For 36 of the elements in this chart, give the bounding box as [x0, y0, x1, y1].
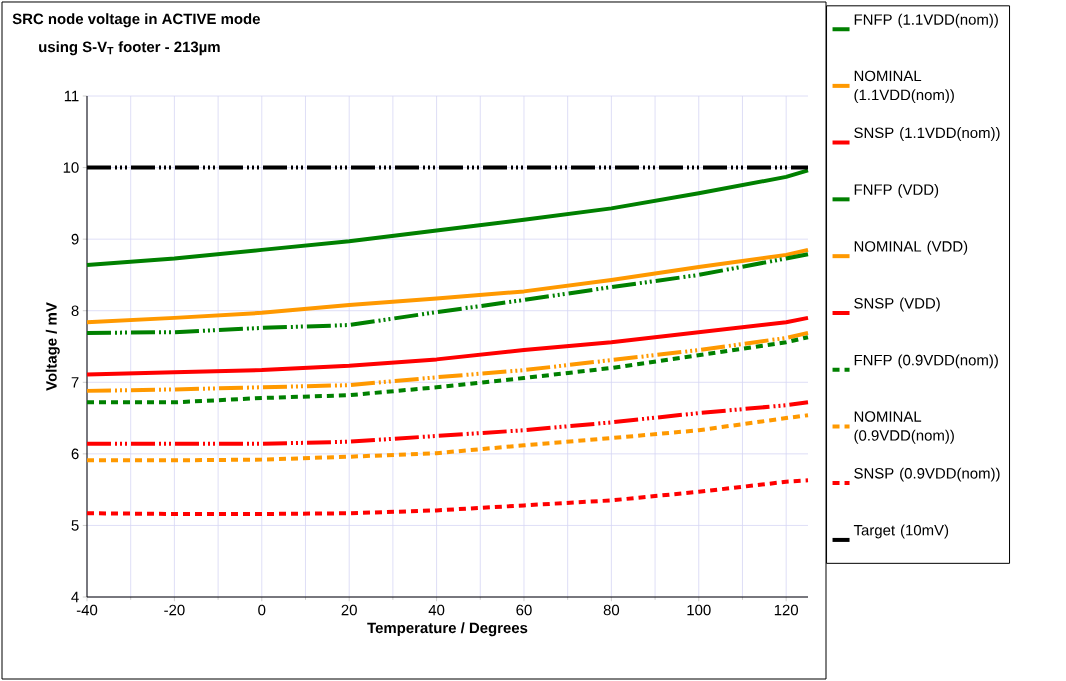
y-axis-title: Voltage / mV — [45, 302, 60, 391]
x-tick-label: 100 — [687, 604, 711, 616]
y-tick-label: 7 — [71, 377, 79, 388]
line-series — [85, 413, 811, 463]
legend-label: NOMINAL (1.1VDD(nom)) — [854, 70, 954, 104]
legend-label: Target (10mV) — [853, 524, 949, 539]
legend-label: FNFP (1.1VDD(nom)) — [854, 13, 998, 28]
legend-label: SNSP (VDD) — [854, 297, 940, 312]
y-tick-label: 9 — [71, 233, 79, 245]
y-tick-label: 6 — [71, 448, 79, 460]
chart-subtitle: using S-V$_{T}$ footer - 213µm — [39, 41, 220, 56]
legend-label: NOMINAL (0.9VDD(nom)) — [854, 411, 954, 444]
legend-label: SNSP (0.9VDD(nom)) — [854, 467, 1000, 482]
x-tick-label: -40 — [76, 604, 98, 616]
chart-title: SRC node voltage in ACTIVE mode — [12, 13, 260, 28]
y-tick-label: 11 — [64, 90, 79, 102]
x-tick-label: 80 — [603, 604, 620, 616]
x-tick-label: 60 — [516, 604, 532, 616]
x-tick-label: 120 — [774, 604, 799, 616]
y-tick-label: 8 — [71, 305, 79, 316]
legend-label: FNFP (0.9VDD(nom)) — [854, 354, 998, 369]
x-axis-title: Temperature / Degrees — [367, 622, 528, 637]
x-tick-label: 0 — [258, 604, 266, 616]
legend-label: SNSP (1.1VDD(nom)) — [854, 127, 1000, 142]
legend-label: FNFP (VDD) — [854, 183, 939, 198]
line-series — [85, 168, 811, 267]
y-tick-label: 10 — [63, 162, 79, 173]
x-tick-label: 40 — [428, 604, 445, 616]
y-tick-label: 4 — [71, 591, 79, 603]
y-tick-label: 5 — [71, 520, 79, 531]
line-series — [85, 252, 811, 335]
line-series — [85, 478, 811, 516]
line-series — [85, 247, 811, 325]
x-tick-label: -20 — [164, 604, 185, 616]
x-tick-label: 20 — [341, 604, 357, 616]
legend-label: NOMINAL (VDD) — [854, 240, 968, 255]
